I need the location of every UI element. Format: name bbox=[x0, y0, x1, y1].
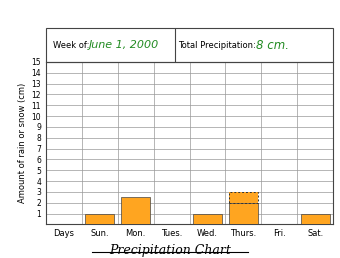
Bar bbox=[85, 214, 115, 224]
Bar bbox=[301, 214, 330, 224]
Bar bbox=[193, 214, 222, 224]
Bar bbox=[229, 203, 258, 224]
Bar bbox=[229, 192, 258, 203]
Text: Week of:: Week of: bbox=[53, 41, 89, 50]
Text: 8 cm.: 8 cm. bbox=[256, 39, 289, 52]
Bar bbox=[121, 197, 150, 224]
Text: June 1, 2000: June 1, 2000 bbox=[89, 40, 159, 50]
Bar bbox=[229, 192, 258, 203]
Text: Precipitation Chart: Precipitation Chart bbox=[109, 244, 231, 257]
Y-axis label: Amount of rain or snow (cm): Amount of rain or snow (cm) bbox=[18, 83, 27, 203]
Text: Total Precipitation:: Total Precipitation: bbox=[178, 41, 256, 50]
